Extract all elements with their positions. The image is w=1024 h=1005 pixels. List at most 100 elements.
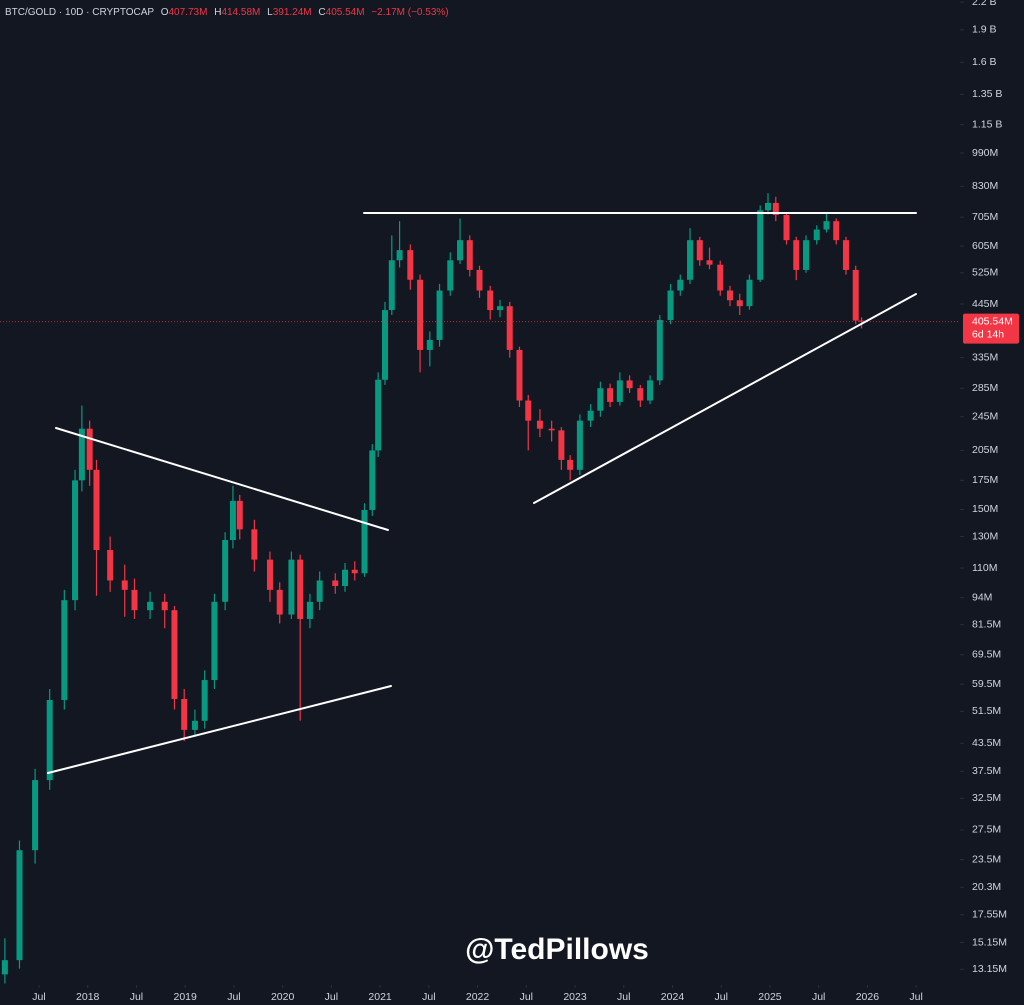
candle-body (342, 569, 349, 587)
candle-body (803, 240, 810, 270)
x-tick-label: 2023 (563, 991, 587, 1003)
x-tick-label: 2018 (76, 991, 100, 1003)
y-tick-label: 605M (972, 240, 998, 252)
y-tick-label: 81.5M (972, 618, 1001, 630)
ohlc-key: L (267, 7, 273, 18)
x-tick-label: Jul (909, 991, 922, 1003)
y-tick-label: 130M (972, 530, 998, 542)
candle-body (332, 580, 339, 587)
candle-body (813, 229, 820, 241)
candle-body (567, 459, 574, 470)
candle-body (587, 410, 594, 421)
candle-body (765, 202, 771, 211)
y-tick-label: 110M (972, 562, 998, 574)
candle-body (626, 380, 633, 389)
candle-body (78, 428, 85, 481)
candle-body (466, 240, 473, 270)
ohlc-key: O (161, 7, 169, 18)
y-tick-label: 445M (972, 298, 998, 310)
candle-body (32, 780, 39, 851)
candle-body (211, 601, 218, 681)
ohlc-value: 391.24M (273, 7, 312, 18)
candle-body (417, 279, 424, 350)
candle-body (288, 559, 295, 615)
x-tick-label: Jul (227, 991, 240, 1003)
candle-body (361, 509, 368, 574)
y-tick-label: 205M (972, 444, 998, 456)
trendlines (47, 212, 917, 774)
candle-body (576, 420, 583, 470)
x-tick-label: Jul (617, 991, 630, 1003)
y-tick-label: 37.5M (972, 765, 1001, 777)
x-tick-label: Jul (325, 991, 338, 1003)
candle-body (647, 380, 654, 401)
x-tick-label: 2021 (368, 991, 392, 1003)
plot (0, 193, 960, 984)
y-tick-label: 245M (972, 411, 998, 423)
candle-body (181, 698, 188, 730)
candle-body (706, 260, 713, 265)
price-label: 405.54M (972, 315, 1013, 327)
candle-body (656, 319, 663, 381)
y-tick-label: 1.9 B (972, 24, 997, 36)
candle-body (388, 260, 395, 311)
candle-body (487, 290, 494, 311)
trendline (47, 685, 392, 774)
candle-body (222, 540, 229, 602)
y-tick-label: 13.15M (972, 963, 1007, 975)
y-tick-label: 705M (972, 211, 998, 223)
candle-body (597, 388, 604, 411)
x-tick-label: 2025 (758, 991, 782, 1003)
candle-body (396, 250, 403, 261)
candle-body (525, 400, 532, 421)
candle-body (558, 430, 565, 460)
candle-body (548, 428, 555, 431)
candle-body (107, 550, 114, 581)
x-tick-label: 2022 (466, 991, 490, 1003)
y-tick-label: 51.5M (972, 705, 1001, 717)
y-tick-label: 525M (972, 267, 998, 279)
candle-body (276, 589, 283, 615)
candle-body (297, 559, 304, 619)
x-tick-label: 2019 (173, 991, 197, 1003)
candle-body (161, 601, 168, 611)
candle-body (677, 279, 684, 291)
candle-body (375, 379, 382, 451)
symbol: BTC/GOLD · 10D · CRYPTOCAP (5, 7, 154, 18)
y-tick-label: 94M (972, 592, 992, 604)
x-tick-label: Jul (422, 991, 435, 1003)
y-tick-label: 285M (972, 382, 998, 394)
candle-body (61, 600, 68, 701)
candle-body (351, 569, 358, 574)
trendline (533, 293, 917, 504)
y-tick-label: 15.15M (972, 936, 1007, 948)
y-tick-label: 150M (972, 503, 998, 515)
candle-body (726, 290, 733, 301)
candle-body (687, 240, 694, 280)
x-tick-label: Jul (520, 991, 533, 1003)
candle-body (266, 559, 273, 590)
y-tick-label: 59.5M (972, 678, 1001, 690)
y-tick-label: 1.15 B (972, 118, 1002, 130)
candle-body (833, 221, 840, 241)
y-tick-label: 20.3M (972, 881, 1001, 893)
candle-body (496, 306, 503, 311)
candle-body (457, 240, 464, 261)
candle-body (147, 601, 154, 611)
candle-body (381, 310, 388, 380)
y-tick-label: 17.55M (972, 909, 1007, 921)
candle-body (637, 388, 644, 401)
candle-body (201, 680, 208, 721)
candle-body (757, 210, 764, 280)
ohlc-value: 414.58M (221, 7, 260, 18)
candle-body (316, 580, 323, 602)
candle-body (171, 610, 178, 699)
candle-body (229, 500, 236, 541)
price-tag (963, 313, 1019, 344)
y-tick-label: 69.5M (972, 649, 1001, 661)
watermark: @TedPillows (465, 933, 649, 966)
candle-body (447, 260, 454, 291)
y-tick-label: 175M (972, 474, 998, 486)
